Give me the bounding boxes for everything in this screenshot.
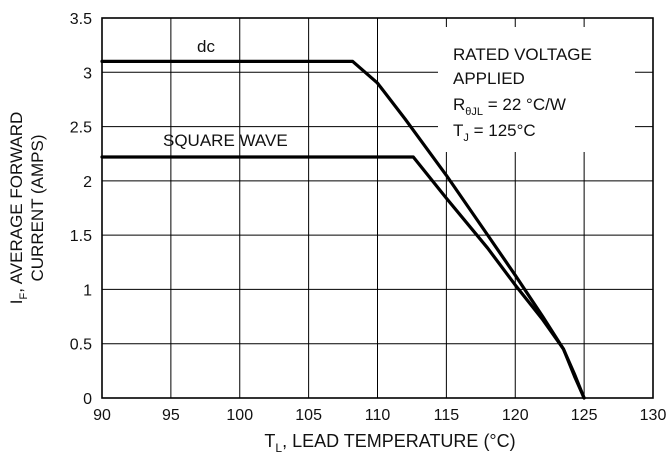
series-label-square-wave: SQUARE WAVE — [163, 131, 288, 150]
x-tick-label: 130 — [640, 407, 667, 424]
y-axis-label-main: I — [7, 300, 26, 305]
annotation-line-3-rest: = 22 °C/W — [483, 95, 566, 114]
annotation-background — [438, 27, 635, 152]
annotation-line-3: RθJL = 22 °C/W — [453, 95, 566, 118]
x-tick-label: 105 — [295, 407, 322, 424]
x-axis-label-sub: L — [275, 441, 282, 455]
x-axis-label-rest: , LEAD TEMPERATURE (°C) — [282, 431, 516, 451]
x-tick-label: 125 — [571, 407, 598, 424]
y-tick-label: 0 — [83, 391, 92, 408]
y-tick-labels: 0 0.5 1 1.5 2 2.5 3 3.5 — [70, 11, 92, 408]
x-tick-labels: 90 95 100 105 110 115 120 125 130 — [93, 407, 666, 424]
annotation-line-2: APPLIED — [453, 69, 525, 88]
x-axis-label-main: T — [264, 431, 275, 451]
y-tick-label: 1.5 — [70, 228, 92, 245]
series-label-dc: dc — [197, 37, 215, 56]
x-tick-label: 115 — [434, 407, 460, 424]
annotation-line-3-main: R — [453, 95, 465, 114]
x-tick-label: 120 — [502, 407, 529, 424]
y-tick-label: 3.5 — [70, 11, 92, 28]
series-line-square-wave — [100, 155, 586, 400]
annotation-line-3-sub: θJL — [465, 106, 483, 118]
annotation-line-4-sub: J — [463, 132, 469, 144]
y-tick-label: 2.5 — [70, 120, 92, 137]
annotation-line-4-rest: = 125°C — [469, 121, 536, 140]
annotation-line-1: RATED VOLTAGE — [453, 45, 592, 64]
y-axis-label-sub: F — [18, 293, 30, 300]
series-layer — [100, 59, 586, 400]
y-axis-label-line-1: IF, AVERAGE FORWARD — [7, 112, 30, 305]
x-tick-label: 110 — [365, 407, 391, 424]
x-tick-label: 100 — [226, 407, 253, 424]
y-axis-label-rest: , AVERAGE FORWARD — [7, 112, 26, 293]
annotation-line-4: TJ = 125°C — [453, 121, 536, 144]
conditions-annotation: RATED VOLTAGE APPLIED RθJL = 22 °C/W TJ … — [453, 45, 592, 144]
annotation-line-4-main: T — [453, 121, 463, 140]
y-axis-label-line-2: CURRENT (AMPS) — [28, 134, 47, 281]
y-tick-label: 0.5 — [70, 337, 92, 354]
y-tick-label: 2 — [83, 174, 92, 191]
x-tick-label: 95 — [162, 407, 180, 424]
series-labels: dc SQUARE WAVE — [163, 37, 288, 150]
x-tick-label: 90 — [93, 407, 111, 424]
plot-frame — [101, 17, 654, 399]
y-tick-label: 3 — [83, 65, 92, 82]
y-tick-label: 1 — [83, 282, 92, 299]
x-axis-label: TL, LEAD TEMPERATURE (°C) — [264, 431, 515, 455]
